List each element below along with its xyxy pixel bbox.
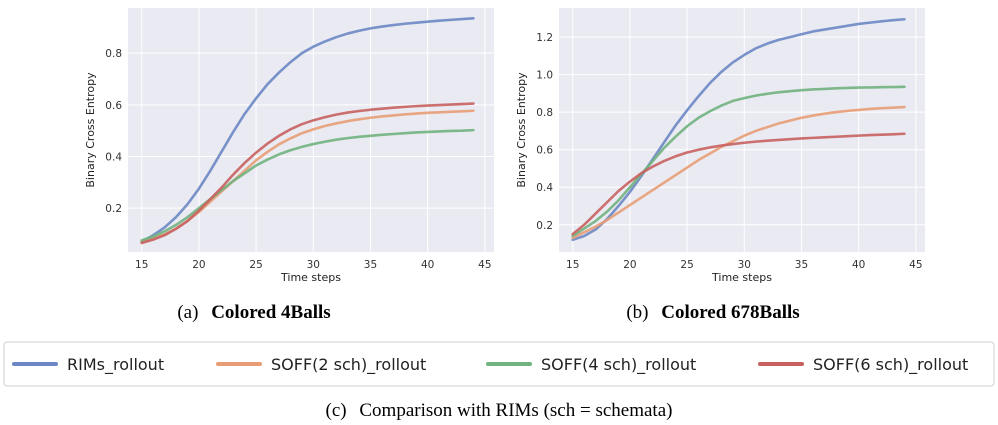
y-ticks-b: 0.2 0.4 0.6 0.8 1.0 1.2	[536, 32, 553, 232]
subplot-b: 15 20 25 30 35 40 45 0.2 0.4 0.6 0.8 1.0 1.2 Time s…	[515, 8, 925, 323]
x-tick-label: 40	[421, 259, 434, 271]
series-line-rims	[571, 17, 906, 242]
series-line-soff2	[571, 105, 906, 240]
y-tick-label: 0.4	[105, 151, 122, 163]
y-tick-label: 0.6	[105, 100, 122, 112]
y-tick-label: 0.6	[536, 145, 553, 157]
x-tick-label: 20	[192, 259, 205, 271]
series-line-soff4	[140, 128, 475, 242]
caption-c: (c) Comparison with RIMs (sch = schemata…	[326, 400, 673, 421]
x-tick-label: 20	[623, 259, 636, 271]
caption-b-prefix: (b)	[626, 302, 648, 323]
series-line-soff6	[140, 102, 475, 245]
y-axis-label-b: Binary Cross Entropy	[515, 72, 528, 188]
y-tick-label: 0.8	[105, 48, 122, 60]
legend: RIMs_rollout SOFF(2 sch)_rollout SOFF(4 …	[3, 341, 995, 387]
x-tick-label: 25	[680, 259, 693, 271]
x-axis-label-b: Time steps	[711, 271, 772, 284]
series-line-rims	[140, 17, 475, 243]
x-tick-label: 40	[852, 259, 865, 271]
caption-b: (b) Colored 678Balls	[626, 302, 799, 323]
y-tick-label: 1.2	[536, 32, 553, 44]
legend-label-soff6: SOFF(6 sch)_rollout	[813, 355, 968, 375]
caption-b-title: Colored 678Balls	[661, 302, 799, 323]
series-lines-b	[571, 17, 906, 242]
x-tick-label: 30	[738, 259, 751, 271]
x-axis-label-a: Time steps	[280, 271, 341, 284]
caption-a-title: Colored 4Balls	[211, 302, 330, 323]
y-ticks-a: 0.2 0.4 0.6 0.8	[105, 48, 122, 215]
x-tick-label: 15	[135, 259, 148, 271]
caption-c-prefix: (c)	[326, 400, 347, 421]
x-tick-label: 45	[909, 259, 922, 271]
x-tick-label: 35	[364, 259, 377, 271]
x-tick-label: 45	[478, 259, 491, 271]
y-tick-label: 1.0	[536, 70, 553, 82]
caption-a: (a) Colored 4Balls	[177, 302, 330, 323]
y-tick-label: 0.2	[536, 220, 553, 232]
legend-label-soff4: SOFF(4 sch)_rollout	[541, 355, 696, 375]
x-tick-label: 25	[249, 259, 262, 271]
y-tick-label: 0.2	[105, 203, 122, 215]
x-ticks-b: 15 20 25 30 35 40 45	[566, 259, 923, 271]
x-ticks-a: 15 20 25 30 35 40 45	[135, 259, 492, 271]
x-tick-label: 35	[795, 259, 808, 271]
x-tick-label: 30	[307, 259, 320, 271]
x-tick-label: 15	[566, 259, 579, 271]
y-tick-label: 0.4	[536, 182, 553, 194]
series-line-soff4	[571, 85, 906, 238]
y-axis-label-a: Binary Cross Entropy	[84, 72, 97, 188]
grid-b	[559, 8, 925, 252]
series-line-soff6	[571, 132, 906, 236]
caption-a-prefix: (a)	[177, 302, 198, 323]
legend-label-rims: RIMs_rollout	[67, 355, 164, 375]
caption-c-text: Comparison with RIMs (sch = schemata)	[359, 400, 672, 421]
series-lines-a	[140, 17, 475, 245]
y-tick-label: 0.8	[536, 107, 553, 119]
subplot-a: 15 20 25 30 35 40 45 0.2 0.4 0.6 0.8 Time steps B…	[84, 8, 494, 323]
legend-label-soff2: SOFF(2 sch)_rollout	[271, 355, 426, 375]
